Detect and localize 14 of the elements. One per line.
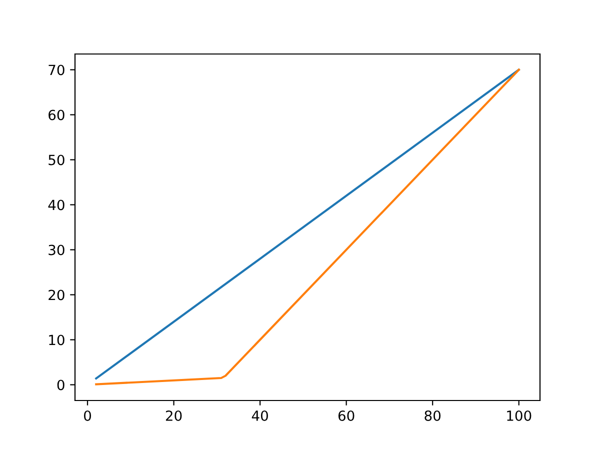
y-tick-label: 10: [49, 334, 64, 346]
x-tick-label: 20: [166, 410, 182, 421]
x-tick-label: 40: [252, 410, 268, 421]
x-tick-label: 0: [84, 410, 92, 421]
y-tick-label: 30: [48, 244, 64, 256]
x-tick-label: 80: [424, 410, 441, 421]
y-tick-label: 60: [48, 110, 64, 120]
x-tick-label: 60: [338, 410, 354, 421]
y-tick-label: 40: [48, 200, 64, 210]
x-tick-label: 100: [507, 410, 532, 421]
y-tick-label: 70: [48, 64, 64, 76]
y-tick-label: 20: [48, 290, 64, 300]
y-tick-label: 0: [57, 380, 64, 390]
y-tick-label: 50: [48, 154, 64, 166]
